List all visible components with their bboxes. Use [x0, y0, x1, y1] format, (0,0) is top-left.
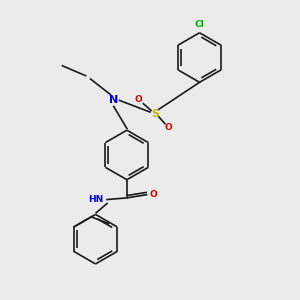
Text: N: N	[109, 95, 118, 106]
Text: Cl: Cl	[195, 20, 204, 29]
Text: O: O	[149, 190, 157, 199]
Text: O: O	[135, 95, 142, 104]
Text: HN: HN	[88, 195, 104, 204]
Text: S: S	[151, 109, 159, 119]
Text: O: O	[165, 123, 173, 132]
